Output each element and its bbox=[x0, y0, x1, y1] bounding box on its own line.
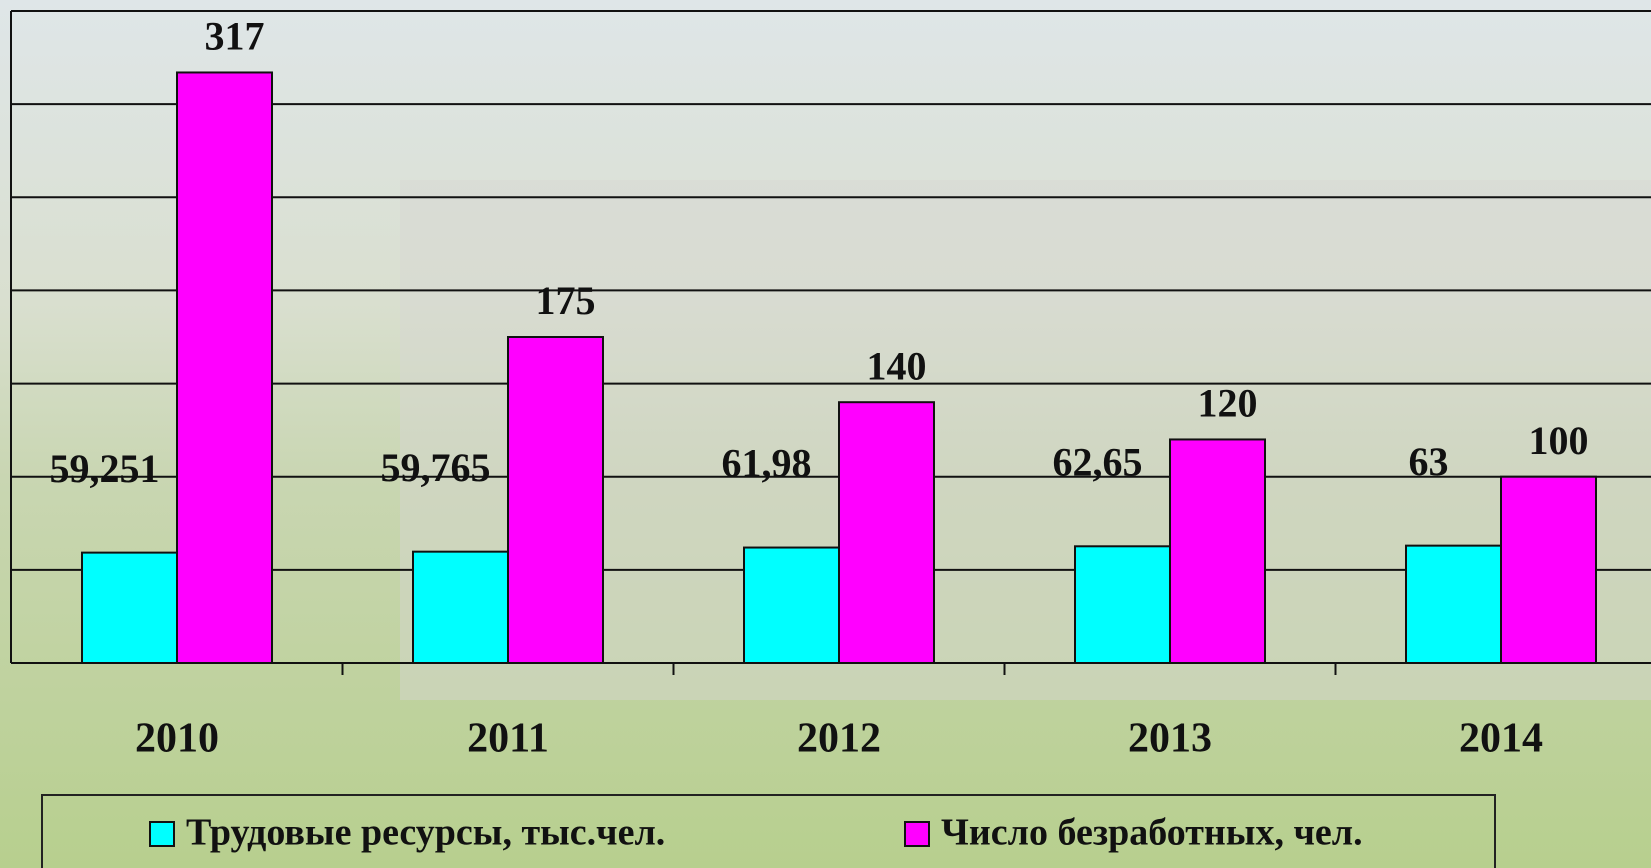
value-label: 63 bbox=[1409, 439, 1449, 484]
x-tick-label: 2012 bbox=[797, 716, 881, 762]
value-label: 61,98 bbox=[722, 441, 812, 486]
bar bbox=[1406, 546, 1501, 663]
value-label: 120 bbox=[1198, 381, 1258, 426]
value-label: 317 bbox=[205, 14, 265, 59]
value-label: 62,65 bbox=[1053, 439, 1143, 484]
bar bbox=[82, 553, 177, 663]
value-label: 100 bbox=[1529, 418, 1589, 463]
x-tick-label: 2011 bbox=[467, 716, 549, 762]
page: {"chart_data": {"type": "bar", "categori… bbox=[0, 0, 1651, 868]
value-label: 175 bbox=[536, 278, 596, 323]
legend-label: Число безработных, чел. bbox=[941, 812, 1363, 854]
legend-swatch bbox=[905, 822, 929, 846]
value-label: 59,251 bbox=[50, 446, 160, 491]
chart: 2010 59,251 317 2011 59,765 175 2012 61,98 140 20… bbox=[0, 0, 1651, 868]
x-tick-label: 2010 bbox=[135, 716, 219, 762]
bar bbox=[508, 337, 603, 663]
legend-label: Трудовые ресурсы, тыс.чел. bbox=[186, 812, 665, 854]
bar bbox=[413, 552, 508, 663]
bar bbox=[1170, 439, 1265, 663]
x-tick-label: 2014 bbox=[1459, 716, 1543, 762]
bar bbox=[744, 548, 839, 663]
legend-swatch bbox=[150, 822, 174, 846]
bar bbox=[839, 402, 934, 663]
value-label: 140 bbox=[867, 343, 927, 388]
x-tick-label: 2013 bbox=[1128, 716, 1212, 762]
bar bbox=[177, 72, 272, 663]
bar bbox=[1075, 546, 1170, 663]
value-label: 59,765 bbox=[381, 445, 491, 490]
bar bbox=[1501, 477, 1596, 663]
